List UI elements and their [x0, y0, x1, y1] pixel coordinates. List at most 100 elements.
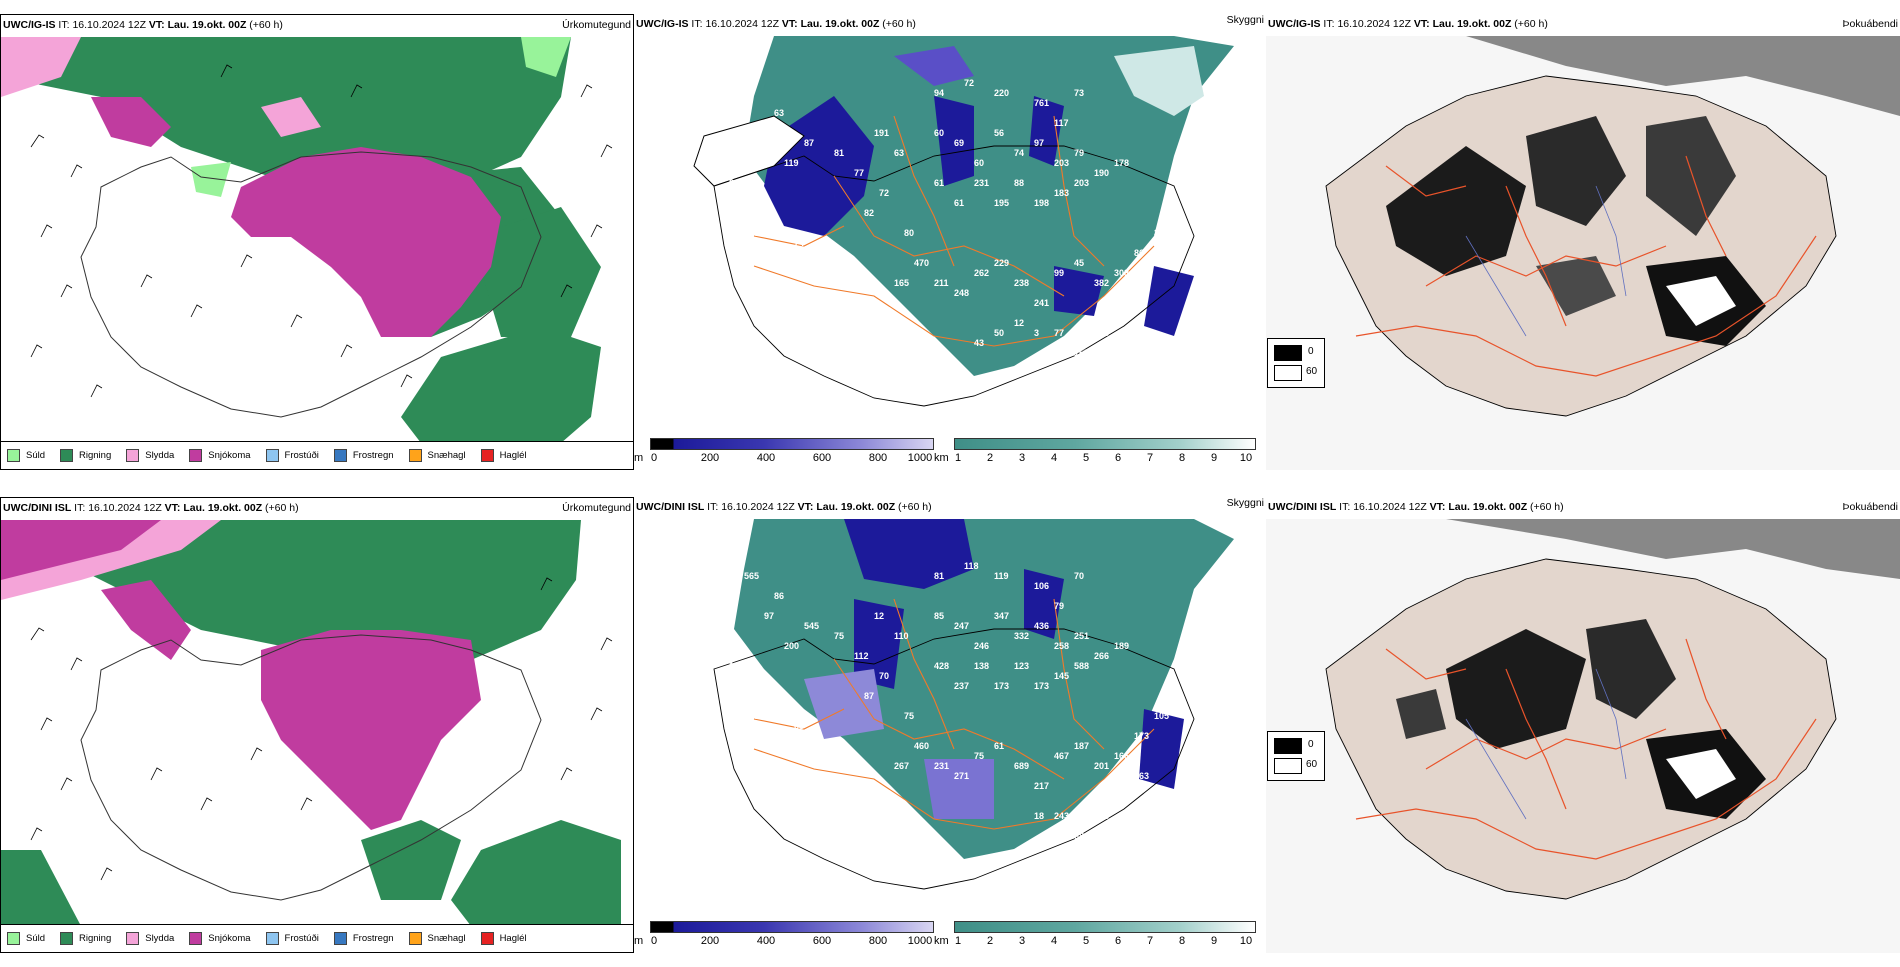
- fog-panel-bottom: UWC/DINI ISL IT: 16.10.2024 12Z VT: Lau.…: [1266, 497, 1900, 953]
- fog-panel-top: UWC/IG-IS IT: 16.10.2024 12Z VT: Lau. 19…: [1266, 14, 1900, 470]
- visibility-value-label: 470: [914, 258, 929, 268]
- visibility-value-label: 428: [934, 661, 949, 671]
- legend-item: Slydda: [126, 449, 174, 462]
- visibility-value-label: 53: [774, 258, 784, 268]
- visibility-value-label: 262: [974, 268, 989, 278]
- valid-time: Lau. 19.okt. 00Z: [183, 502, 263, 514]
- visibility-value-label: 3: [1034, 328, 1039, 338]
- visibility-value-label: 190: [1094, 168, 1109, 178]
- fog-legend-top: 0 60: [1267, 338, 1325, 388]
- visibility-value-label: 436: [1034, 621, 1049, 631]
- visibility-value-label: 248: [954, 288, 969, 298]
- visibility-value-label: 63: [794, 721, 804, 731]
- model-name: UWC/IG-IS: [3, 19, 56, 31]
- row-dini-isl: UWC/DINI ISL IT: 16.10.2024 12Z VT: Lau.…: [0, 497, 1900, 967]
- visibility-value-label: 69: [954, 138, 964, 148]
- panel-header: UWC/DINI ISL IT: 16.10.2024 12Z VT: Lau.…: [1268, 501, 1898, 513]
- lead-time: (+60 h): [265, 502, 299, 514]
- legend-item: Slydda: [126, 932, 174, 945]
- visibility-value-label: 70: [1074, 571, 1084, 581]
- visibility-value-label: 48: [774, 741, 784, 751]
- precip-map: [1, 37, 633, 443]
- visibility-value-label: 70: [879, 671, 889, 681]
- visibility-value-label: 170: [729, 661, 744, 671]
- visibility-value-label: 87: [864, 691, 874, 701]
- visibility-value-label: 231: [934, 761, 949, 771]
- visibility-value-label: 79: [1054, 601, 1064, 611]
- visibility-value-label: 94: [934, 88, 944, 98]
- legend-item: Frostúði: [265, 449, 319, 462]
- precip-type-panel-top: UWC/IG-IS IT: 16.10.2024 12Z VT: Lau. 19…: [0, 14, 634, 470]
- visibility-value-label: 60: [974, 158, 984, 168]
- model-name: UWC/DINI ISL: [3, 502, 72, 514]
- visibility-value-label: 173: [1034, 681, 1049, 691]
- init-time: 16.10.2024 12Z: [88, 502, 162, 514]
- visibility-value-label: 75: [834, 631, 844, 641]
- visibility-value-label: 243: [1054, 811, 1069, 821]
- visibility-value-label: 145: [764, 128, 779, 138]
- visibility-value-label: 60: [934, 128, 944, 138]
- panel-header: UWC/DINI ISL IT: 16.10.2024 12Z VT: Lau.…: [636, 497, 1264, 513]
- fog-map: [1266, 36, 1900, 470]
- visibility-value-label: 237: [954, 681, 969, 691]
- visibility-value-label: 61: [954, 198, 964, 208]
- precip-legend: Súld Rigning Slydda Snjókoma Frostúði Fr…: [1, 441, 633, 469]
- visibility-value-label: 158: [1094, 811, 1109, 821]
- init-time: 16.10.2024 12Z: [72, 19, 146, 31]
- legend-item: Rigning: [60, 932, 111, 945]
- visibility-value-label: 18: [1034, 811, 1044, 821]
- visibility-value-label: 75: [974, 751, 984, 761]
- fog-legend-bottom: 0 60: [1267, 731, 1325, 781]
- visibility-value-label: 94: [754, 711, 764, 721]
- visibility-value-label: 467: [1054, 751, 1069, 761]
- visibility-value-label: 110: [894, 631, 909, 641]
- visibility-value-label: 74: [1114, 791, 1124, 801]
- visibility-value-label: 308: [1114, 268, 1129, 278]
- legend-item: Súld: [7, 449, 45, 462]
- visibility-value-label: 118: [964, 561, 979, 571]
- visibility-value-label: 267: [894, 761, 909, 771]
- visibility-value-label: 201: [1094, 761, 1109, 771]
- visibility-value-label: 123: [1014, 661, 1029, 671]
- legend-item: Haglél: [480, 932, 527, 945]
- visibility-value-label: 63: [774, 108, 784, 118]
- legend-item: Snæhagl: [408, 932, 466, 945]
- precip-type-panel-bottom: UWC/DINI ISL IT: 16.10.2024 12Z VT: Lau.…: [0, 497, 634, 953]
- visibility-value-label: 74: [794, 238, 804, 248]
- visibility-value-label: 84: [729, 178, 739, 188]
- visibility-value-label: 545: [804, 621, 819, 631]
- visibility-value-label: 155: [1074, 348, 1089, 358]
- visibility-value-label: 43: [974, 338, 984, 348]
- visibility-value-label: 85: [934, 611, 944, 621]
- visibility-value-label: 187: [1074, 741, 1089, 751]
- visibility-value-label: 246: [974, 641, 989, 651]
- visibility-panel-top: UWC/IG-IS IT: 16.10.2024 12Z VT: Lau. 19…: [634, 14, 1266, 470]
- visibility-scale-km: km 1 2 3 4 5 6 7 8 9 10: [934, 921, 1264, 947]
- row-ig-is: UWC/IG-IS IT: 16.10.2024 12Z VT: Lau. 19…: [0, 14, 1900, 484]
- visibility-value-label: 138: [974, 661, 989, 671]
- visibility-value-label: 117: [1054, 118, 1069, 128]
- visibility-value-label: 266: [1094, 651, 1109, 661]
- visibility-value-label: 77: [854, 168, 864, 178]
- visibility-value-label: 80: [904, 228, 914, 238]
- visibility-value-label: 81: [834, 148, 844, 158]
- visibility-value-label: 97: [764, 611, 774, 621]
- visibility-value-label: 178: [1114, 158, 1129, 168]
- visibility-value-label: 415: [1114, 308, 1129, 318]
- visibility-value-label: 97: [1034, 138, 1044, 148]
- visibility-value-label: 119: [784, 158, 799, 168]
- visibility-value-label: 63: [894, 148, 904, 158]
- visibility-value-label: 77: [1054, 328, 1064, 338]
- visibility-value-label: 166: [1114, 751, 1129, 761]
- visibility-value-label: 363: [1134, 771, 1149, 781]
- panel-title: Þokuábendi: [1842, 501, 1898, 513]
- visibility-value-label: 12: [874, 611, 884, 621]
- visibility-value-label: 86: [774, 591, 784, 601]
- visibility-value-label: 61: [934, 178, 944, 188]
- visibility-value-label: 87: [804, 138, 814, 148]
- visibility-value-label: 56: [994, 128, 1004, 138]
- visibility-value-label: 86: [1134, 248, 1144, 258]
- visibility-value-label: 238: [1014, 278, 1029, 288]
- visibility-value-label: 72: [879, 188, 889, 198]
- visibility-value-label: 82: [864, 208, 874, 218]
